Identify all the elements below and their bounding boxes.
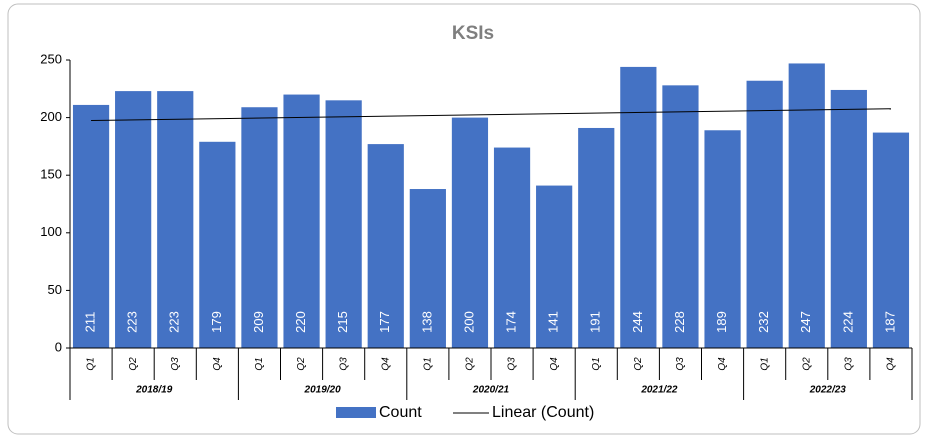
y-tick-label: 50	[48, 282, 62, 297]
value-label: 223	[167, 311, 182, 333]
group-label: 2022/23	[809, 385, 847, 396]
bar	[578, 127, 615, 348]
y-tick-label: 0	[55, 339, 62, 354]
bar	[283, 94, 320, 348]
value-label: 191	[588, 311, 603, 333]
x-tick-label: Q2	[465, 357, 476, 371]
x-tick-label: Q1	[422, 357, 433, 370]
value-label: 174	[503, 311, 518, 333]
value-label: 247	[798, 311, 813, 333]
bar	[493, 147, 531, 348]
value-label: 228	[672, 311, 687, 333]
bar	[409, 189, 446, 348]
y-tick-label: 200	[40, 109, 62, 124]
bar	[662, 85, 699, 349]
group-label: 2020/21	[472, 385, 510, 396]
value-label: 141	[546, 311, 561, 333]
bar	[746, 80, 783, 349]
group-label: 2021/22	[640, 385, 678, 396]
y-tick-label: 150	[40, 167, 62, 182]
x-tick-label: Q1	[591, 357, 602, 370]
bar	[451, 117, 489, 348]
x-tick-label: Q3	[843, 357, 854, 371]
value-label: 211	[82, 312, 97, 333]
bar	[788, 63, 825, 349]
bar	[536, 185, 573, 348]
bar	[72, 104, 110, 348]
bar	[830, 89, 867, 349]
value-label: 177	[377, 311, 392, 333]
bar	[704, 130, 741, 348]
x-tick-label: Q2	[296, 357, 307, 371]
bar	[620, 66, 657, 349]
value-label: 209	[251, 311, 266, 333]
legend-label: Count	[379, 404, 422, 421]
value-label: 138	[419, 311, 434, 333]
value-label: 179	[209, 311, 224, 333]
y-tick-label: 100	[40, 224, 62, 239]
x-tick-label: Q2	[633, 357, 644, 371]
group-label: 2018/19	[135, 385, 173, 396]
x-tick-label: Q1	[254, 357, 265, 370]
bar	[199, 141, 236, 348]
chart-title: KSIs	[452, 23, 494, 44]
x-tick-label: Q3	[675, 357, 686, 371]
group-label: 2019/20	[304, 385, 342, 396]
x-tick-label: Q1	[86, 357, 97, 370]
value-label: 224	[840, 311, 855, 333]
value-label: 215	[335, 311, 350, 333]
x-tick-label: Q3	[507, 357, 518, 371]
bar	[872, 132, 910, 348]
x-tick-label: Q3	[170, 357, 181, 371]
bar	[241, 107, 278, 349]
x-tick-label: Q4	[886, 357, 897, 371]
value-label: 220	[293, 311, 308, 333]
bar	[367, 144, 404, 348]
value-label: 200	[461, 311, 476, 333]
x-tick-label: Q4	[380, 357, 391, 371]
trendline	[91, 108, 891, 122]
y-tick-label: 250	[40, 51, 62, 66]
value-label: 223	[125, 311, 140, 333]
x-tick-label: Q1	[759, 357, 770, 370]
x-tick-label: Q3	[338, 357, 349, 371]
legend-swatch	[336, 407, 376, 418]
x-tick-label: Q4	[212, 357, 223, 371]
x-tick-label: Q2	[128, 357, 139, 371]
value-label: 244	[630, 311, 645, 333]
x-tick-label: Q4	[717, 357, 728, 371]
value-label: 189	[714, 311, 729, 333]
bar	[325, 100, 362, 348]
x-tick-label: Q2	[801, 357, 812, 371]
legend-label: Linear (Count)	[492, 404, 594, 421]
x-tick-label: Q4	[549, 357, 560, 371]
value-label: 187	[882, 311, 897, 333]
bar	[115, 91, 152, 348]
value-label: 232	[756, 311, 771, 333]
bar	[157, 91, 194, 348]
